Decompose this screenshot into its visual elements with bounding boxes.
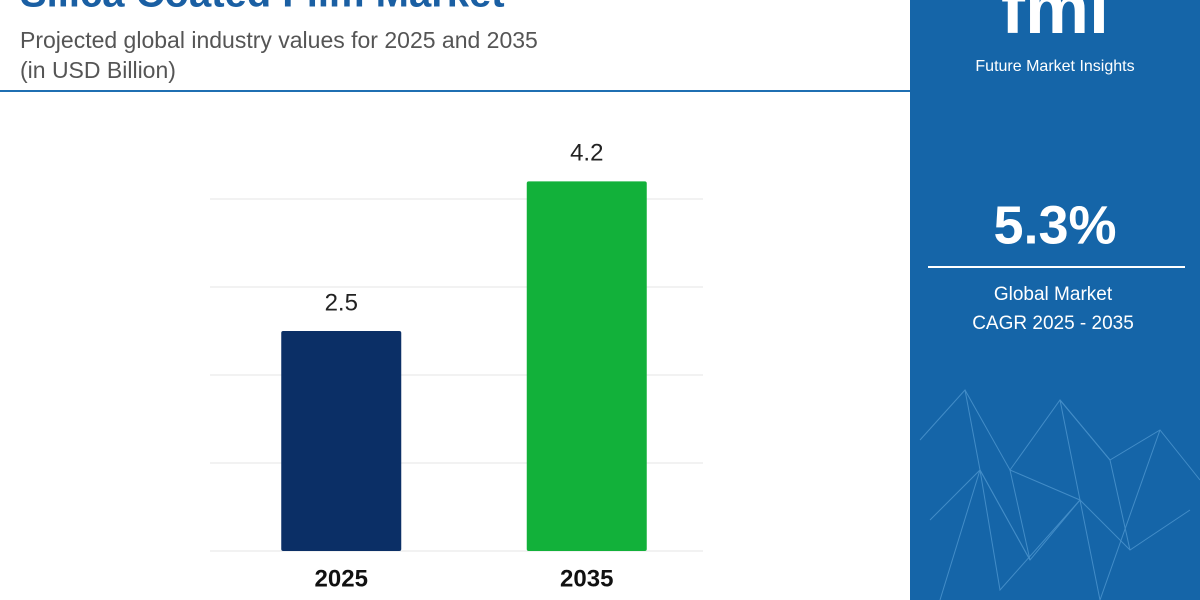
- brand: Future Market Insights: [975, 58, 1134, 75]
- logo: fmi: [1001, 0, 1109, 49]
- side-panel: [910, 0, 1200, 600]
- bar: [526, 181, 647, 551]
- x-tick-label: 2025: [315, 565, 368, 592]
- cagr-caption: CAGR 2025 - 2035: [972, 313, 1134, 334]
- bar: [281, 331, 402, 551]
- value-label: 4.2: [570, 140, 603, 167]
- cagr-value: 5.3%: [993, 195, 1116, 255]
- chart-title: Silica Coated Film Market: [20, 0, 505, 16]
- value-label: 2.5: [325, 289, 358, 316]
- chart-subtitle: Projected global industry values for 202…: [20, 27, 538, 53]
- chart-subtitle: (in USD Billion): [20, 57, 176, 83]
- network-decoration: [919, 389, 1200, 600]
- x-tick-label: 2035: [560, 565, 613, 592]
- cagr-caption: Global Market: [994, 284, 1113, 305]
